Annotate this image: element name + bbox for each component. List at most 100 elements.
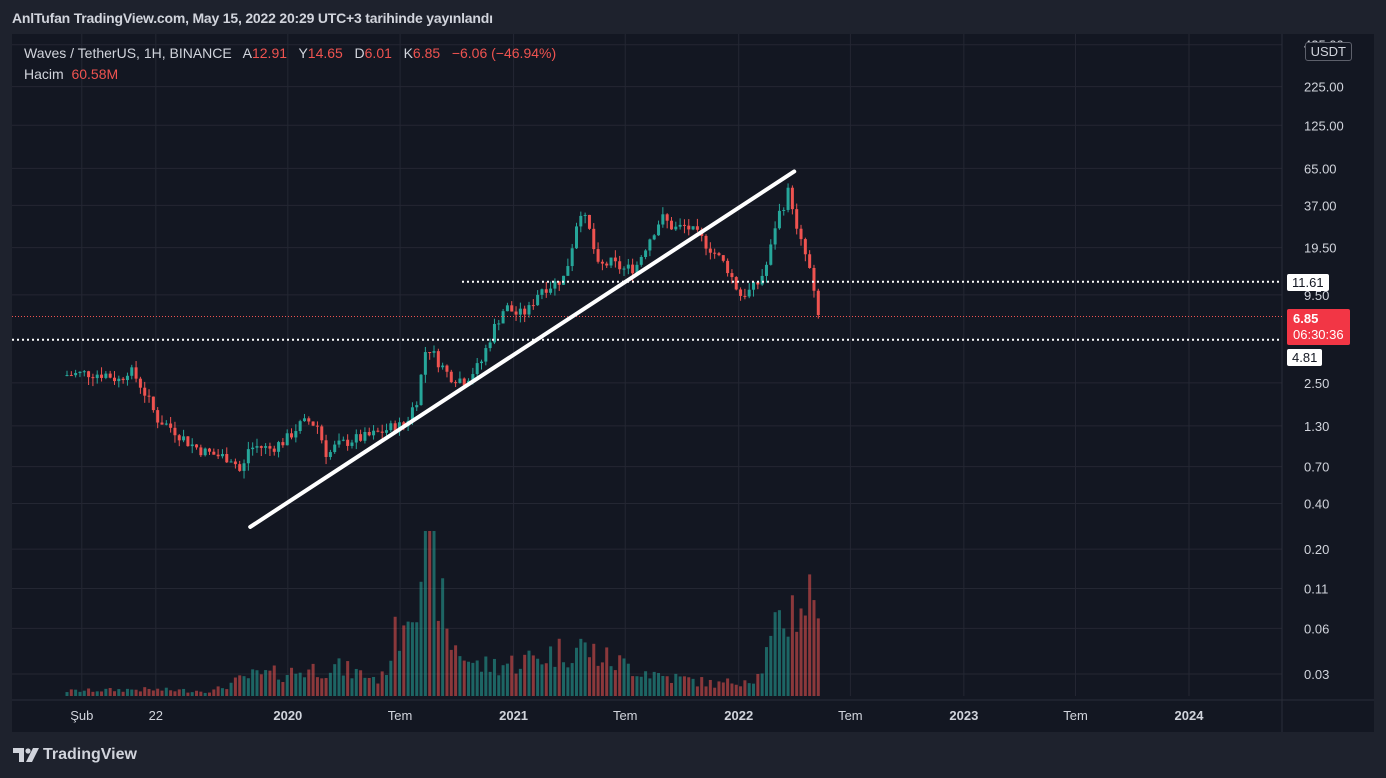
price-tick-label: 1.30 <box>1304 419 1329 434</box>
volume-bar <box>600 662 604 696</box>
candle-body <box>669 220 673 230</box>
volume-bar <box>622 658 626 696</box>
volume-bar <box>570 663 574 696</box>
candle-body <box>147 395 151 397</box>
high-label: Y <box>298 45 308 61</box>
candle-body <box>281 442 285 446</box>
candle-body <box>752 282 756 290</box>
volume-bar <box>320 678 324 696</box>
candle-body <box>648 239 652 251</box>
volume-bar <box>125 688 129 696</box>
volume-legend[interactable]: Hacim 60.58M <box>24 66 118 82</box>
time-tick-label: 2022 <box>724 708 753 723</box>
volume-bar <box>657 673 661 696</box>
volume-bar <box>294 673 298 696</box>
volume-bar <box>436 620 440 696</box>
candle-body <box>769 244 773 265</box>
volume-bar <box>704 686 708 696</box>
candle-body <box>691 226 695 230</box>
candle-body <box>195 444 199 448</box>
candle-body <box>134 367 138 379</box>
candle-body <box>674 226 678 230</box>
price-tick-label: 0.20 <box>1304 542 1329 557</box>
volume-bar <box>609 666 613 696</box>
candle-body <box>786 187 790 210</box>
candle-body <box>397 422 401 432</box>
volume-bar <box>164 687 168 696</box>
candle-body <box>428 352 432 354</box>
volume-bar <box>229 682 233 696</box>
symbol-label[interactable]: Waves / TetherUS, 1H, BINANCE <box>24 45 232 61</box>
volume-bar <box>315 677 319 696</box>
candle-body <box>695 226 699 230</box>
volume-bar <box>803 615 807 696</box>
candle-body <box>665 214 669 221</box>
volume-bar <box>160 690 164 696</box>
tradingview-logo[interactable]: TradingView <box>13 746 137 764</box>
candle-body <box>726 260 730 274</box>
candle-body <box>553 281 557 289</box>
volume-bar <box>480 671 484 696</box>
volume-bar <box>147 688 151 696</box>
candle-body <box>203 448 207 456</box>
volume-bar <box>78 691 82 696</box>
candle-body <box>505 305 509 312</box>
candle-body <box>367 431 371 436</box>
candle-body <box>657 224 661 236</box>
bar-countdown: 06:30:36 <box>1293 327 1344 342</box>
volume-bar <box>410 622 414 696</box>
candle-body <box>130 367 134 376</box>
price-tick-label: 0.11 <box>1304 581 1328 596</box>
candle-body <box>497 323 501 325</box>
volume-bar <box>380 671 384 696</box>
volume-bar <box>648 678 652 696</box>
time-tick-label: 2020 <box>273 708 302 723</box>
volume-bar <box>523 654 527 696</box>
volume-bar <box>687 677 691 696</box>
volume-bar <box>91 691 95 696</box>
volume-bar <box>454 645 458 696</box>
candle-body <box>350 442 354 446</box>
candle-body <box>410 407 414 421</box>
candle-body <box>713 252 717 254</box>
volume-bar <box>713 687 717 696</box>
currency-badge[interactable]: USDT <box>1304 42 1352 61</box>
volume-bar <box>199 691 203 696</box>
candle-body <box>501 311 505 324</box>
low-label: D <box>354 45 365 61</box>
candle-body <box>626 264 630 269</box>
volume-bar <box>769 635 773 696</box>
chart-panel[interactable]: 425.00225.00125.0065.0037.0019.509.502.5… <box>12 34 1374 732</box>
volume-bar <box>471 662 475 696</box>
volume-bar <box>238 675 242 696</box>
volume-label: Hacim <box>24 66 64 82</box>
candle-body <box>510 305 514 312</box>
candle-body <box>652 235 656 240</box>
chart-canvas[interactable]: 425.00225.00125.0065.0037.0019.509.502.5… <box>12 34 1374 732</box>
time-tick-label: Tem <box>613 708 638 723</box>
candle-body <box>186 436 190 447</box>
candle-body <box>333 444 337 453</box>
last-price-tag: 6.85 06:30:36 <box>1287 309 1350 345</box>
candle-body <box>328 452 332 457</box>
volume-bar <box>743 680 747 696</box>
volume-bar <box>134 689 138 696</box>
candle-body <box>264 446 268 448</box>
volume-bar <box>734 684 738 696</box>
candle-body <box>587 214 591 229</box>
volume-bar <box>190 692 194 696</box>
volume-bar <box>143 687 147 696</box>
volume-bar <box>764 647 768 696</box>
candle-body <box>682 224 686 226</box>
volume-bar <box>484 656 488 696</box>
candle-body <box>812 267 816 291</box>
candle-body <box>777 210 781 229</box>
candle-body <box>65 375 69 377</box>
candle-body <box>100 374 104 378</box>
candle-body <box>190 444 194 447</box>
price-tick-label: 0.03 <box>1304 667 1329 682</box>
volume-bar <box>475 660 479 696</box>
candle-body <box>795 209 799 229</box>
ohlc-legend[interactable]: Waves / TetherUS, 1H, BINANCE A12.91 Y14… <box>24 45 556 61</box>
volume-bar <box>760 673 764 696</box>
